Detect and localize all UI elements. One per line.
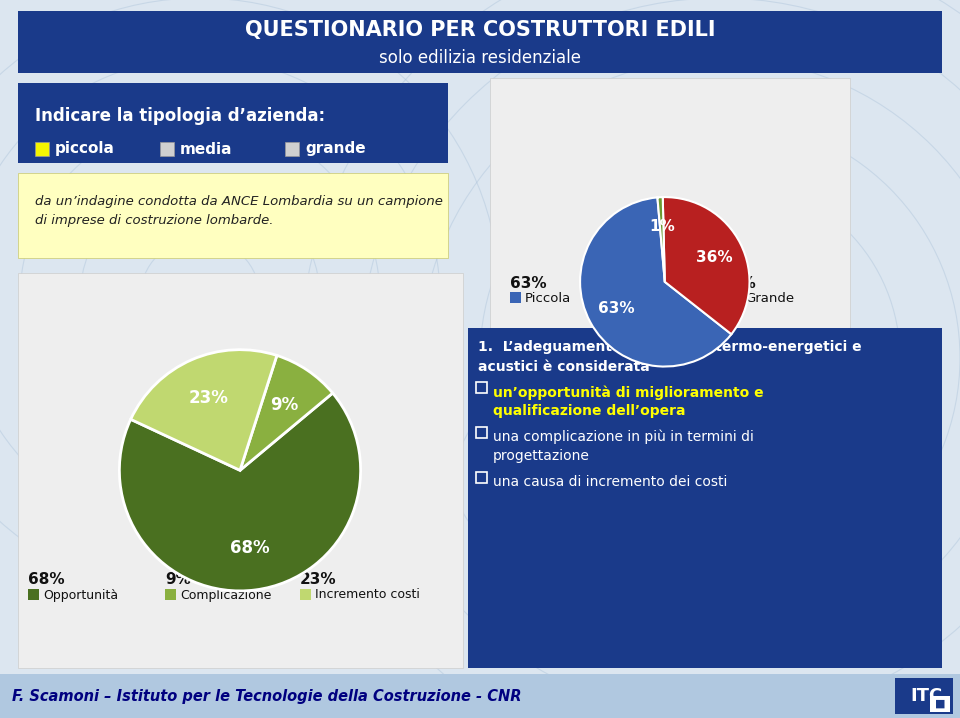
Text: Grande: Grande [745,292,794,304]
FancyBboxPatch shape [18,83,448,163]
FancyBboxPatch shape [930,696,950,712]
Text: Piccola: Piccola [525,292,571,304]
Wedge shape [131,350,276,470]
Text: piccola: piccola [55,141,115,157]
Text: 1.  L’adeguamento ai requisiti termo-energetici e: 1. L’adeguamento ai requisiti termo-ener… [478,340,862,354]
FancyBboxPatch shape [620,292,631,303]
Wedge shape [580,197,732,366]
Text: 1%: 1% [649,219,675,234]
FancyBboxPatch shape [18,11,942,73]
Text: 9%: 9% [270,396,298,414]
Text: 1%: 1% [730,276,756,291]
Text: 63%: 63% [510,276,546,291]
Wedge shape [240,355,333,470]
Text: grande: grande [305,141,366,157]
Text: Indicare la tipologia d’azienda:: Indicare la tipologia d’azienda: [35,107,325,125]
Text: F. Scamoni – Istituto per le Tecnologie della Costruzione - CNR: F. Scamoni – Istituto per le Tecnologie … [12,689,521,704]
Wedge shape [658,197,664,281]
Text: QUESTIONARIO PER COSTRUTTORI EDILI: QUESTIONARIO PER COSTRUTTORI EDILI [245,20,715,40]
Text: Complicazione: Complicazione [180,589,272,602]
Text: 68%: 68% [230,539,270,557]
Text: una complicazione in più in termini di: una complicazione in più in termini di [493,430,754,444]
Text: 63%: 63% [598,301,635,315]
Text: un’opportunità di miglioramento e: un’opportunità di miglioramento e [493,385,763,399]
FancyBboxPatch shape [490,78,850,328]
FancyBboxPatch shape [730,292,741,303]
Text: qualificazione dell’opera: qualificazione dell’opera [493,404,685,418]
Text: 9%: 9% [165,572,191,587]
FancyBboxPatch shape [0,674,960,718]
Text: Opportunità: Opportunità [43,589,118,602]
FancyBboxPatch shape [285,142,299,156]
Wedge shape [662,197,750,334]
Text: progettazione: progettazione [493,449,589,463]
Text: 23%: 23% [300,572,337,587]
FancyBboxPatch shape [165,589,176,600]
FancyBboxPatch shape [160,142,174,156]
FancyBboxPatch shape [28,589,39,600]
Text: da un’indagine condotta da ANCE Lombardia su un campione
di imprese di costruzio: da un’indagine condotta da ANCE Lombardi… [35,195,443,227]
FancyBboxPatch shape [18,173,448,258]
Text: Media: Media [635,292,675,304]
Text: 23%: 23% [189,389,228,407]
Text: 68%: 68% [28,572,64,587]
Text: Incremento costi: Incremento costi [315,589,420,602]
Text: ■: ■ [935,699,946,709]
Text: 36%: 36% [620,276,657,291]
FancyBboxPatch shape [300,589,311,600]
Text: media: media [180,141,232,157]
Text: acustici è considerata: acustici è considerata [478,360,650,374]
FancyBboxPatch shape [35,142,49,156]
Wedge shape [119,393,361,591]
FancyBboxPatch shape [18,273,463,668]
Text: una causa di incremento dei costi: una causa di incremento dei costi [493,475,728,489]
FancyBboxPatch shape [468,328,942,668]
FancyBboxPatch shape [895,678,953,714]
FancyBboxPatch shape [510,292,521,303]
Text: solo edilizia residenziale: solo edilizia residenziale [379,49,581,67]
Text: ITC: ITC [910,687,943,705]
Text: 36%: 36% [696,250,732,265]
